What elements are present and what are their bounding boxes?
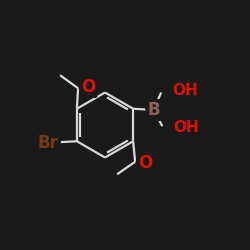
Text: OH: OH xyxy=(172,83,198,98)
Text: B: B xyxy=(147,101,160,119)
Text: OH: OH xyxy=(173,120,199,135)
Text: O: O xyxy=(81,78,95,96)
Text: Br: Br xyxy=(38,134,59,152)
Text: O: O xyxy=(138,154,152,172)
